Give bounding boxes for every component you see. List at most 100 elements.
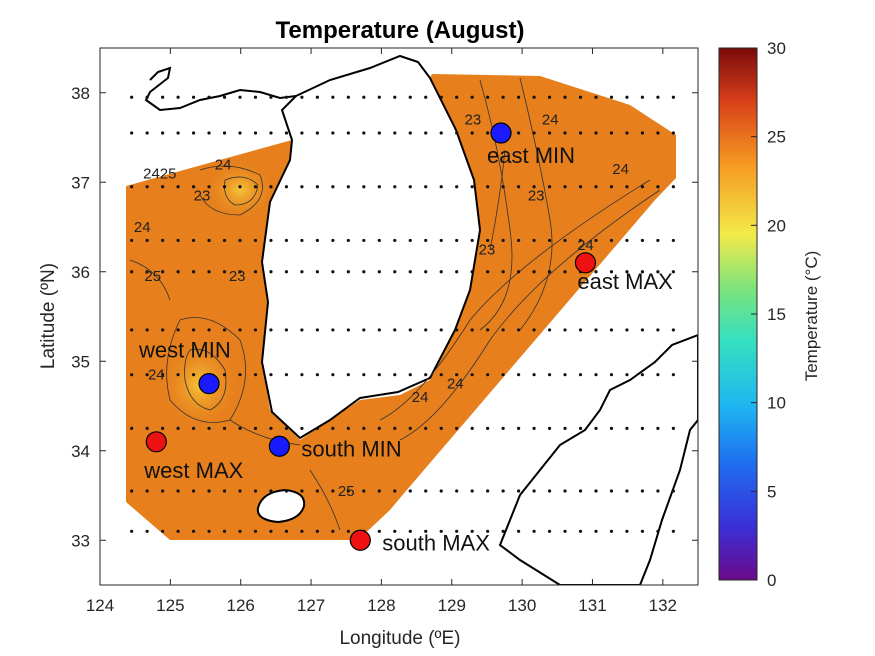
station-dot [424,95,428,99]
contour-label: 24 [612,161,629,178]
station-dot [315,529,319,533]
station-dot [331,489,335,493]
contour-label: 2425 [143,165,176,182]
station-dot [315,131,319,135]
station-dot [130,373,134,377]
station-dot [439,185,443,189]
station-dot [424,238,428,243]
min-marker [198,373,220,395]
station-dot [176,131,180,135]
station-dot [486,95,490,99]
station-dot [563,270,567,274]
station-dot [439,95,443,99]
station-dot [207,426,211,430]
station-dot [346,489,350,493]
station-dot [161,529,165,533]
station-dot [578,529,583,533]
station-dot [377,328,381,332]
min-marker [490,122,512,144]
station-dot [517,489,521,493]
station-dot [300,426,304,430]
station-dot [424,426,428,430]
station-dot [640,426,645,430]
station-dot [253,426,258,430]
y-tick-label: 38 [71,84,90,103]
station-dot [176,373,180,377]
station-dot [362,270,366,274]
y-tick-label: 36 [71,263,90,282]
station-dot [238,489,242,493]
station-dot [501,373,505,377]
station-dot [470,185,474,189]
x-tick-label: 132 [649,596,677,615]
station-dot [161,238,165,243]
station-dot [300,238,304,243]
station-dot [547,489,552,493]
station-dot [578,238,583,243]
station-dot [578,131,583,135]
station-dot [393,328,397,332]
station-dot [408,270,412,274]
station-dot [609,489,614,493]
x-tick-label: 128 [367,596,395,615]
point-label: west MAX [143,458,243,483]
station-dot [517,529,521,533]
station-dot [284,489,289,493]
station-dot [408,131,412,135]
station-dot [207,529,211,533]
station-dot [315,373,319,377]
contour-label: 24 [215,156,232,173]
station-dot [222,185,227,189]
station-dot [393,489,397,493]
korea-landmass [260,54,482,440]
station-dot [191,529,196,533]
station-dot [315,426,319,430]
station-dot [393,95,397,99]
station-dot [671,185,675,189]
station-dot [455,95,459,99]
colorbar-tick-label: 5 [767,482,776,501]
station-dot [547,328,552,332]
station-dot [191,185,196,189]
station-dot [625,529,629,533]
station-dot [656,185,660,189]
station-dot [346,270,350,274]
station-dot [362,131,366,135]
station-dot [640,489,645,493]
station-dot [470,95,474,99]
station-dot [130,529,134,533]
station-dot [362,489,366,493]
station-dot [408,328,412,332]
colorbar-ticks: 0 5 10 15 20 25 30 [751,39,786,590]
station-dot [656,373,660,377]
station-dot [161,489,165,493]
station-dot [594,328,598,332]
station-dot [439,426,443,430]
jeju-island [256,488,306,524]
station-dot [517,426,521,430]
station-dot [362,373,366,377]
station-dot [222,238,227,243]
station-dot [362,328,366,332]
point-label: west MIN [138,338,231,363]
contour-label: 24 [542,112,559,129]
contour-label: 23 [229,268,246,285]
station-dot [640,373,645,377]
station-dot [253,185,258,189]
station-dot [532,529,536,533]
station-dot [253,328,258,332]
station-dot [238,238,242,243]
station-dot [671,489,675,493]
station-dot [594,185,598,189]
station-dot [486,270,490,274]
station-dot [238,328,242,332]
station-dot [455,185,459,189]
station-dot [547,426,552,430]
station-dot [284,185,289,189]
contour-label: 23 [528,188,545,205]
station-dot [145,328,149,332]
station-dot [331,238,335,243]
station-dot [176,489,180,493]
